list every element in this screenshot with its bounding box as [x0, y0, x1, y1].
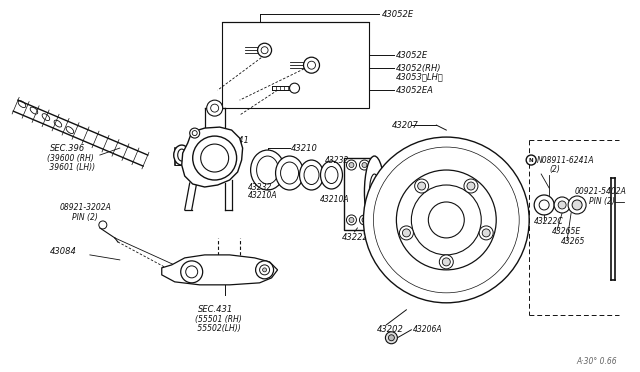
Circle shape [364, 137, 529, 303]
Ellipse shape [304, 166, 319, 185]
Circle shape [428, 202, 464, 238]
Ellipse shape [257, 156, 278, 184]
Ellipse shape [325, 167, 338, 183]
Polygon shape [182, 127, 243, 187]
Circle shape [415, 179, 429, 193]
Text: (39600 (RH): (39600 (RH) [47, 154, 93, 163]
Ellipse shape [251, 150, 285, 190]
Text: 43210A: 43210A [248, 192, 277, 201]
Circle shape [189, 128, 200, 138]
Circle shape [482, 229, 490, 237]
Circle shape [260, 265, 269, 275]
Text: SEC.431: SEC.431 [198, 305, 233, 314]
Circle shape [349, 163, 354, 167]
Ellipse shape [321, 161, 342, 189]
Text: N08911-6241A: N08911-6241A [537, 155, 595, 164]
Text: 43210: 43210 [291, 144, 317, 153]
Circle shape [262, 268, 267, 272]
Circle shape [467, 182, 475, 190]
Circle shape [289, 83, 300, 93]
Circle shape [412, 185, 481, 255]
Ellipse shape [178, 149, 186, 161]
Circle shape [360, 215, 369, 225]
Circle shape [403, 229, 410, 237]
Circle shape [192, 131, 197, 135]
Text: 43207: 43207 [392, 121, 419, 129]
Bar [221, 22, 369, 108]
Circle shape [255, 261, 273, 279]
Circle shape [186, 266, 198, 278]
Circle shape [346, 215, 356, 225]
Circle shape [568, 196, 586, 214]
Circle shape [193, 136, 237, 180]
Circle shape [442, 258, 451, 266]
Text: PIN (2): PIN (2) [589, 198, 615, 206]
Text: 43241: 43241 [223, 135, 250, 145]
Text: 43052E: 43052E [381, 10, 413, 19]
Text: 43084: 43084 [50, 247, 77, 256]
Text: 43210A: 43210A [319, 195, 349, 205]
Circle shape [385, 332, 397, 344]
Text: SEC.396: SEC.396 [50, 144, 85, 153]
Circle shape [349, 218, 354, 222]
Circle shape [211, 104, 219, 112]
Circle shape [362, 163, 367, 167]
Circle shape [399, 226, 413, 240]
Circle shape [373, 147, 519, 293]
Ellipse shape [276, 156, 303, 190]
Circle shape [362, 218, 367, 222]
Ellipse shape [364, 156, 385, 228]
Text: 43053〈LH〉: 43053〈LH〉 [396, 73, 443, 82]
Text: 43052(RH): 43052(RH) [396, 64, 441, 73]
Circle shape [479, 226, 493, 240]
Text: (55501 (RH): (55501 (RH) [195, 315, 241, 324]
Text: (2): (2) [549, 164, 560, 173]
Circle shape [558, 201, 566, 209]
Text: 43222C: 43222C [534, 218, 564, 227]
Circle shape [308, 61, 316, 69]
Circle shape [396, 170, 496, 270]
Text: 43052E: 43052E [396, 51, 428, 60]
Circle shape [257, 43, 271, 57]
Circle shape [554, 197, 570, 213]
Circle shape [464, 179, 478, 193]
Circle shape [388, 335, 394, 341]
Text: 43232: 43232 [324, 155, 349, 164]
Text: 43265E: 43265E [552, 227, 581, 237]
Polygon shape [162, 255, 278, 285]
Text: 39601 (LH)): 39601 (LH)) [47, 163, 95, 171]
Circle shape [207, 100, 223, 116]
Text: PIN (2): PIN (2) [72, 214, 98, 222]
Ellipse shape [173, 145, 189, 165]
Circle shape [526, 155, 536, 165]
Text: 08921-3202A: 08921-3202A [60, 203, 112, 212]
Circle shape [572, 200, 582, 210]
Text: 55502(LH)): 55502(LH)) [195, 324, 241, 333]
Circle shape [261, 47, 268, 54]
Text: 43202: 43202 [376, 325, 403, 334]
Ellipse shape [300, 160, 323, 190]
Circle shape [418, 182, 426, 190]
Ellipse shape [369, 174, 380, 210]
Circle shape [439, 255, 453, 269]
Text: 43265: 43265 [561, 237, 586, 246]
Text: N: N [529, 157, 534, 163]
Bar [344, 158, 374, 230]
Circle shape [303, 57, 319, 73]
Text: 43052EA: 43052EA [396, 86, 433, 94]
Ellipse shape [280, 162, 298, 184]
Circle shape [360, 160, 369, 170]
Text: 43222: 43222 [342, 233, 369, 243]
Text: 43206A: 43206A [413, 325, 443, 334]
Circle shape [539, 200, 549, 210]
Circle shape [534, 195, 554, 215]
Text: A·30° 0.66: A·30° 0.66 [577, 357, 617, 366]
Circle shape [201, 144, 228, 172]
Circle shape [180, 261, 203, 283]
Text: 00921-5402A: 00921-5402A [575, 187, 627, 196]
Circle shape [99, 221, 107, 229]
Text: 43232: 43232 [248, 183, 272, 192]
Circle shape [346, 160, 356, 170]
